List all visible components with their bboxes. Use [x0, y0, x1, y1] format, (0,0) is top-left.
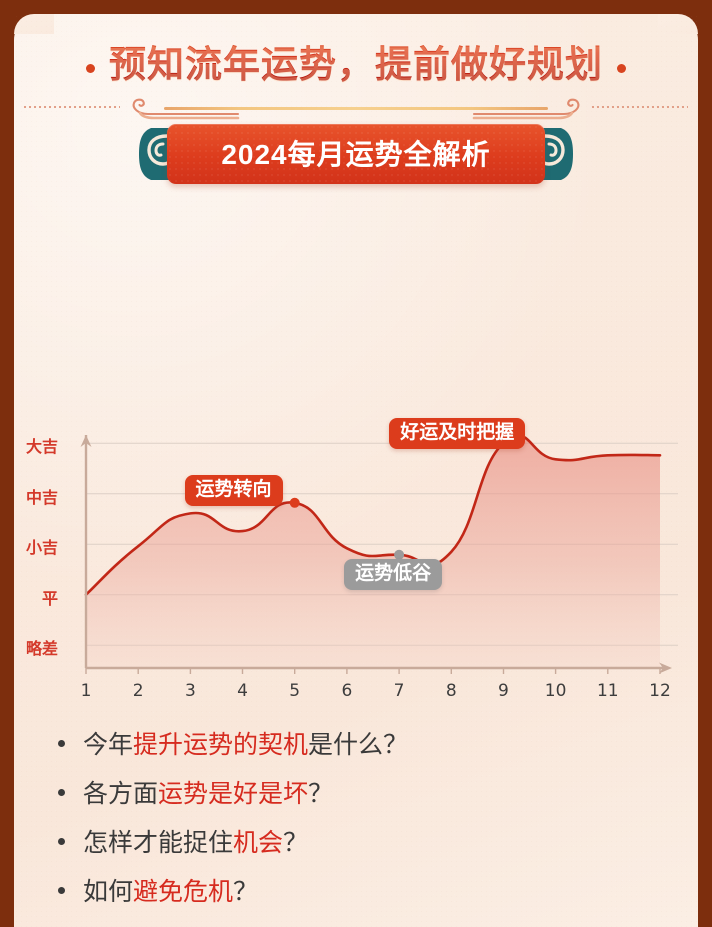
x-axis-label: 6: [341, 681, 353, 701]
swirl-ornament-icon: [472, 98, 580, 120]
divider-bar: [164, 107, 548, 110]
list-item: 各方面运势是好是坏？: [58, 779, 692, 809]
bullet-dot-icon: [58, 887, 65, 894]
text-plain-suffix: ？: [233, 878, 259, 906]
y-axis-label: 大吉: [25, 439, 58, 457]
corner-notch-left: [0, 0, 54, 34]
banner-body: 2024每月运势全解析: [167, 124, 545, 184]
bullet-dot-icon: [58, 789, 65, 796]
x-axis-label: 9: [498, 681, 509, 701]
trend-line: [84, 434, 662, 596]
x-axis-label: 4: [237, 681, 248, 701]
y-axis-label: 中吉: [25, 489, 58, 507]
x-axis-label: 5: [289, 681, 301, 701]
text-highlight: 避免危机: [133, 878, 234, 906]
x-axis-label: 11: [596, 681, 619, 701]
dot-ornament-icon: [86, 64, 95, 74]
banner-label: 2024每月运势全解析: [221, 139, 491, 170]
y-axis-label: 略差: [25, 641, 58, 659]
chart-area: [86, 435, 660, 668]
page-title: 预知流年运势，提前做好规划: [109, 34, 603, 88]
chart-canvas: [80, 434, 678, 674]
text-highlight: 运势是好是坏: [158, 780, 309, 808]
text-plain-suffix: ？: [283, 829, 309, 857]
annotation-luck: 好运及时把握: [389, 418, 526, 450]
bullet-dot-icon: [58, 740, 65, 747]
divider: [24, 96, 688, 120]
question-list: 今年提升运势的契机是什么？ 各方面运势是好是坏？ 怎样才能捉住机会？ 如何避免危机？: [58, 730, 692, 926]
chart-axes: [80, 435, 672, 674]
y-axis-label: 小吉: [25, 540, 58, 558]
divider-dash-left: [24, 106, 120, 108]
dot-ornament-icon: [617, 64, 626, 74]
corner-notch-right: [658, 0, 712, 34]
text-plain-prefix: 今年: [83, 731, 134, 759]
annotation-turn: 运势转向: [184, 474, 283, 506]
list-item-text: 今年提升运势的契机是什么？: [83, 730, 408, 760]
text-highlight: 机会: [233, 829, 284, 857]
list-item: 如何避免危机？: [58, 877, 692, 907]
y-axis-label: 平: [41, 590, 58, 608]
text-plain-suffix: ？: [308, 780, 334, 808]
list-item-text: 怎样才能捉住机会？: [83, 828, 308, 858]
title-block: 预知流年运势，提前做好规划: [0, 34, 712, 88]
text-plain-prefix: 如何: [83, 878, 134, 906]
x-axis-label: 8: [445, 681, 457, 701]
text-plain-prefix: 各方面: [83, 780, 159, 808]
x-axis-label: 10: [544, 681, 567, 701]
list-item-text: 如何避免危机？: [83, 877, 258, 907]
text-highlight: 提升运势的契机: [133, 731, 309, 759]
divider-dash-right: [592, 106, 688, 108]
x-axis-label: 1: [80, 681, 92, 701]
chart-line: [84, 434, 662, 596]
area-fill: [86, 435, 660, 668]
list-item-text: 各方面运势是好是坏？: [83, 779, 333, 809]
chart-x-ticks: [85, 668, 661, 674]
banner[interactable]: 2024每月运势全解析: [139, 124, 573, 184]
data-point-marker: [289, 497, 300, 508]
banner-block: 2024每月运势全解析: [0, 124, 712, 184]
text-plain-prefix: 怎样才能捉住: [83, 829, 234, 857]
x-axis-label: 12: [649, 681, 671, 701]
x-axis-label: 3: [184, 681, 196, 701]
text-plain-suffix: 是什么？: [308, 731, 409, 759]
list-item: 怎样才能捉住机会？: [58, 828, 692, 858]
swirl-ornament-icon: [132, 98, 240, 120]
data-point-marker: [394, 549, 405, 560]
fortune-chart: 大吉 中吉 小吉平略差 1 2 3 4 5 6 7 8 9 10 11 12 运势转向 好运及时把握 运势…: [0, 200, 684, 720]
annotation-low: 运势低谷: [344, 558, 443, 590]
bullet-dot-icon: [58, 838, 65, 845]
x-axis-label: 2: [132, 681, 144, 701]
x-axis-label: 7: [393, 681, 405, 701]
list-item: 今年提升运势的契机是什么？: [58, 730, 692, 760]
